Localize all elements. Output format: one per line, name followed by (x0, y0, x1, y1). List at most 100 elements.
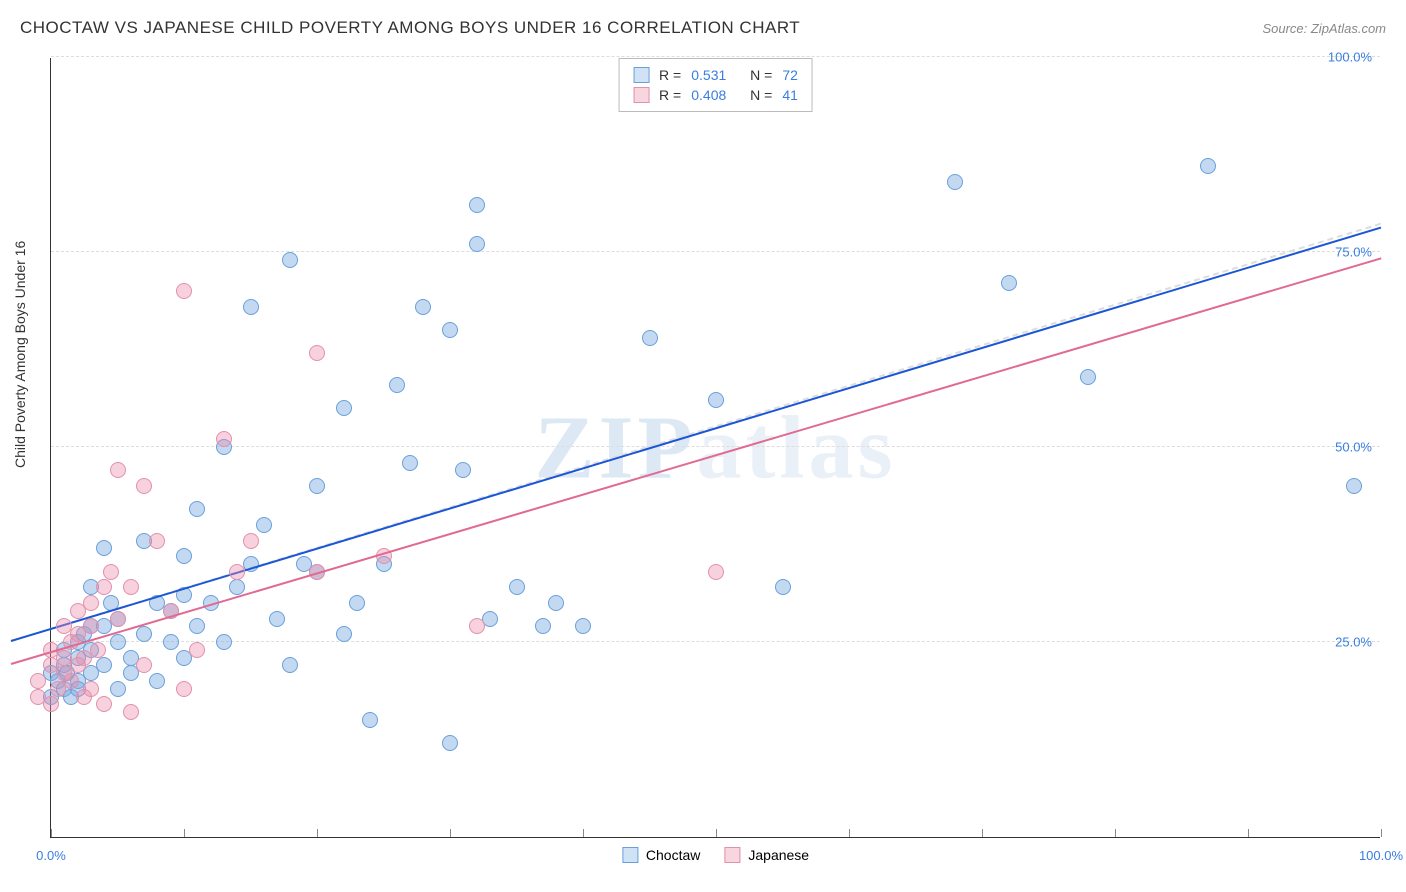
data-point (189, 642, 205, 658)
data-point (123, 579, 139, 595)
data-point (415, 299, 431, 315)
data-point (243, 299, 259, 315)
n-value-japanese: 41 (782, 87, 798, 103)
data-point (642, 330, 658, 346)
data-point (149, 533, 165, 549)
y-axis-label: Child Poverty Among Boys Under 16 (12, 241, 28, 468)
xtick (849, 829, 850, 837)
data-point (775, 579, 791, 595)
data-point (309, 345, 325, 361)
data-point (282, 252, 298, 268)
xtick (1381, 829, 1382, 837)
data-point (256, 517, 272, 533)
data-point (336, 626, 352, 642)
data-point (947, 174, 963, 190)
xtick (184, 829, 185, 837)
legend-swatch-japanese-icon (724, 847, 740, 863)
data-point (708, 564, 724, 580)
watermark-zip: ZIP (534, 398, 696, 497)
swatch-choctaw-icon (633, 67, 649, 83)
xtick (583, 829, 584, 837)
gridline (51, 251, 1380, 252)
r-value-japanese: 0.408 (691, 87, 726, 103)
n-label: N = (750, 67, 772, 83)
data-point (509, 579, 525, 595)
data-point (535, 618, 551, 634)
data-point (83, 618, 99, 634)
data-point (43, 696, 59, 712)
data-point (282, 657, 298, 673)
legend-item-choctaw: Choctaw (622, 847, 700, 863)
xtick-label: 100.0% (1359, 848, 1403, 863)
data-point (1080, 369, 1096, 385)
data-point (136, 478, 152, 494)
swatch-japanese-icon (633, 87, 649, 103)
data-point (575, 618, 591, 634)
data-point (96, 657, 112, 673)
gridline (51, 446, 1380, 447)
data-point (30, 673, 46, 689)
data-point (110, 634, 126, 650)
ytick-label: 50.0% (1335, 440, 1372, 455)
source-label: Source: ZipAtlas.com (1262, 21, 1386, 36)
watermark-atlas: atlas (697, 398, 897, 497)
data-point (163, 634, 179, 650)
chart-title: CHOCTAW VS JAPANESE CHILD POVERTY AMONG … (20, 18, 800, 38)
r-label: R = (659, 87, 681, 103)
data-point (469, 236, 485, 252)
data-point (63, 673, 79, 689)
xtick (450, 829, 451, 837)
data-point (269, 611, 285, 627)
data-point (176, 548, 192, 564)
data-point (229, 579, 245, 595)
xtick (1248, 829, 1249, 837)
stats-box: R = 0.531 N = 72 R = 0.408 N = 41 (618, 58, 813, 112)
stats-row-choctaw: R = 0.531 N = 72 (633, 65, 798, 85)
legend-item-japanese: Japanese (724, 847, 809, 863)
data-point (229, 564, 245, 580)
data-point (110, 681, 126, 697)
data-point (189, 618, 205, 634)
data-point (1346, 478, 1362, 494)
data-point (349, 595, 365, 611)
data-point (362, 712, 378, 728)
data-point (149, 673, 165, 689)
data-point (136, 626, 152, 642)
ytick-label: 25.0% (1335, 635, 1372, 650)
xtick (982, 829, 983, 837)
data-point (469, 618, 485, 634)
data-point (402, 455, 418, 471)
ytick-label: 75.0% (1335, 245, 1372, 260)
data-point (243, 533, 259, 549)
data-point (83, 681, 99, 697)
xtick (51, 829, 52, 837)
gridline (51, 56, 1380, 57)
xtick-label: 0.0% (36, 848, 66, 863)
watermark: ZIPatlas (534, 396, 896, 499)
data-point (309, 478, 325, 494)
data-point (548, 595, 564, 611)
data-point (110, 462, 126, 478)
data-point (83, 595, 99, 611)
xtick (1115, 829, 1116, 837)
data-point (455, 462, 471, 478)
data-point (1001, 275, 1017, 291)
r-value-choctaw: 0.531 (691, 67, 726, 83)
data-point (176, 681, 192, 697)
n-label: N = (750, 87, 772, 103)
data-point (103, 564, 119, 580)
legend-swatch-choctaw-icon (622, 847, 638, 863)
data-point (442, 322, 458, 338)
data-point (442, 735, 458, 751)
data-point (90, 642, 106, 658)
bottom-legend: Choctaw Japanese (622, 847, 809, 863)
ytick-label: 100.0% (1328, 50, 1372, 65)
data-point (96, 696, 112, 712)
data-point (123, 704, 139, 720)
xtick (317, 829, 318, 837)
data-point (216, 634, 232, 650)
data-point (216, 431, 232, 447)
legend-label-choctaw: Choctaw (646, 847, 700, 863)
r-label: R = (659, 67, 681, 83)
data-point (96, 540, 112, 556)
